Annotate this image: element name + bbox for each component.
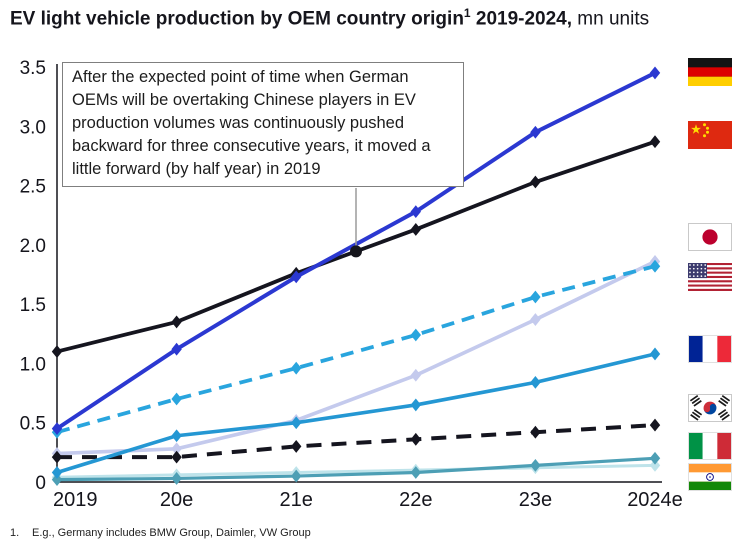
data-point-usa — [649, 259, 661, 273]
data-point-china — [530, 175, 541, 189]
series-line-france — [56, 352, 656, 475]
data-point-japan — [530, 313, 541, 326]
data-point-germany — [410, 205, 421, 219]
x-tick-label: 21e — [280, 489, 313, 511]
data-point-france — [291, 416, 302, 430]
y-tick-label: 1.5 — [20, 295, 46, 316]
y-tick-label: 3.0 — [20, 117, 46, 138]
footnote-index: 1. — [10, 527, 20, 539]
data-point-italy — [51, 473, 63, 487]
y-tick-label: 2.0 — [20, 236, 46, 257]
series-line-usa — [56, 264, 656, 435]
title-superscript: 1 — [463, 6, 471, 20]
flag-italy-icon — [688, 432, 732, 460]
y-tick-label: 1.0 — [20, 354, 46, 375]
page-title: EV light vehicle production by OEM count… — [10, 6, 649, 30]
data-point-usa — [291, 361, 302, 375]
series-line-italy — [56, 456, 656, 482]
data-point-japan — [410, 368, 421, 382]
flag-germany-icon — [688, 58, 732, 86]
data-point-france — [530, 376, 541, 389]
data-point-italy — [291, 469, 302, 483]
data-point-france — [649, 347, 661, 361]
series-italy — [51, 451, 661, 487]
flag-france-icon — [688, 335, 732, 363]
data-point-south-korea — [530, 425, 541, 439]
annotation-box: After the expected point of time when Ge… — [62, 62, 464, 187]
footnote: 1. E.g., Germany includes BMW Group, Daim… — [10, 527, 311, 539]
x-tick-label: 2019 — [53, 489, 98, 511]
x-tick-label: 2024e — [627, 489, 683, 511]
data-point-china — [649, 135, 661, 149]
series-line-south-korea — [57, 423, 656, 460]
data-point-france — [51, 466, 63, 479]
data-point-south-korea — [51, 450, 63, 464]
data-point-france — [410, 398, 421, 412]
flag-china-icon — [688, 121, 732, 149]
data-point-italy — [171, 472, 182, 485]
title-years: 2019-2024, — [470, 8, 573, 30]
data-point-france — [171, 429, 182, 443]
series-south-korea — [51, 418, 661, 464]
series-usa — [51, 259, 661, 439]
x-tick-label: 20e — [160, 489, 193, 511]
overtaking-point-marker — [350, 245, 362, 258]
data-point-south-korea — [171, 450, 182, 464]
footnote-text: E.g., Germany includes BMW Group, Daimle… — [32, 527, 311, 539]
series-line-india — [56, 463, 656, 479]
series-france — [51, 347, 661, 479]
x-tick-label: 23e — [519, 489, 552, 511]
y-tick-label: 0.5 — [20, 414, 46, 435]
y-tick-label: 3.5 — [20, 58, 46, 79]
data-point-germany — [171, 342, 182, 356]
data-point-china — [51, 345, 63, 358]
data-point-germany — [291, 270, 302, 284]
flag-usa-icon — [688, 263, 732, 291]
x-tick-label: 22e — [399, 489, 432, 511]
flag-india-icon — [688, 463, 732, 491]
series-line-japan — [56, 259, 656, 456]
data-point-germany — [530, 125, 541, 139]
data-point-india — [649, 459, 661, 472]
data-point-china — [410, 223, 421, 236]
title-units: mn units — [572, 8, 650, 30]
data-point-usa — [530, 290, 541, 304]
data-point-south-korea — [649, 418, 661, 432]
data-point-italy — [530, 459, 541, 472]
data-point-germany — [649, 66, 661, 80]
y-tick-label: 0 — [35, 473, 46, 494]
title-main: EV light vehicle production by OEM count… — [10, 8, 464, 30]
data-point-usa — [171, 392, 182, 406]
flag-south-korea-icon — [688, 394, 732, 422]
data-point-south-korea — [410, 432, 421, 446]
data-point-italy — [410, 466, 421, 479]
flag-japan-icon — [688, 223, 732, 251]
data-point-usa — [410, 328, 421, 342]
data-point-china — [171, 315, 182, 329]
data-point-italy — [649, 451, 661, 465]
data-point-south-korea — [291, 440, 302, 453]
data-point-japan — [171, 442, 182, 456]
y-tick-label: 2.5 — [20, 177, 46, 198]
data-point-germany — [51, 422, 63, 436]
